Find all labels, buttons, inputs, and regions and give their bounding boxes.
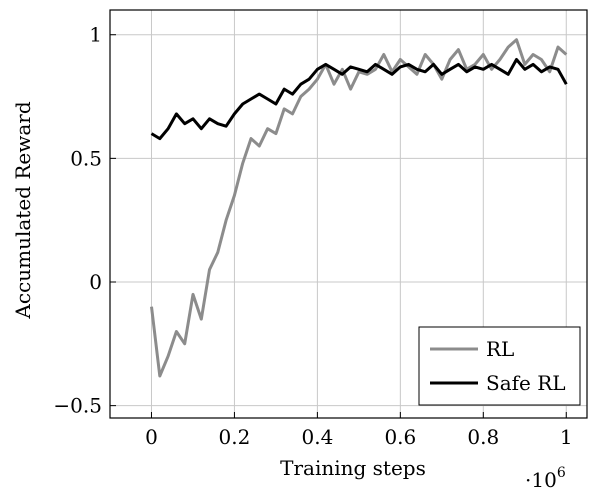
x-tick-label: 0.8 [467,425,499,449]
x-axis-label: Training steps [280,456,426,480]
series-line-safe-rl [150,58,568,141]
legend-label-rl: RL [486,337,514,361]
plot-frame [109,9,588,419]
x-multiplier-base: ·10 [525,468,557,491]
series-line-rl [150,38,568,378]
legend-box [418,326,581,406]
x-multiplier-exponent: 6 [557,465,566,481]
series-layer [150,38,568,378]
x-tick-label: 0.6 [384,425,416,449]
y-tick-label: 0 [89,270,102,294]
legend-label-safe-rl: Safe RL [486,371,566,395]
y-axis-label: Accumulated Reward [11,101,35,319]
y-tick-label: 1 [89,23,102,47]
x-tick-label: 0.4 [301,425,333,449]
x-tick-label: 1 [560,425,573,449]
x-tick-label: 0.2 [219,425,251,449]
axis-ticks: 0 0.2 0.4 0.6 0.8 1 −0.5 0 0.5 1 [53,23,572,449]
x-multiplier: ·106 [525,465,566,491]
legend: RL Safe RL [418,326,581,406]
y-tick-label: −0.5 [53,394,102,418]
y-tick-label: 0.5 [70,146,102,170]
x-tick-label: 0 [145,425,158,449]
